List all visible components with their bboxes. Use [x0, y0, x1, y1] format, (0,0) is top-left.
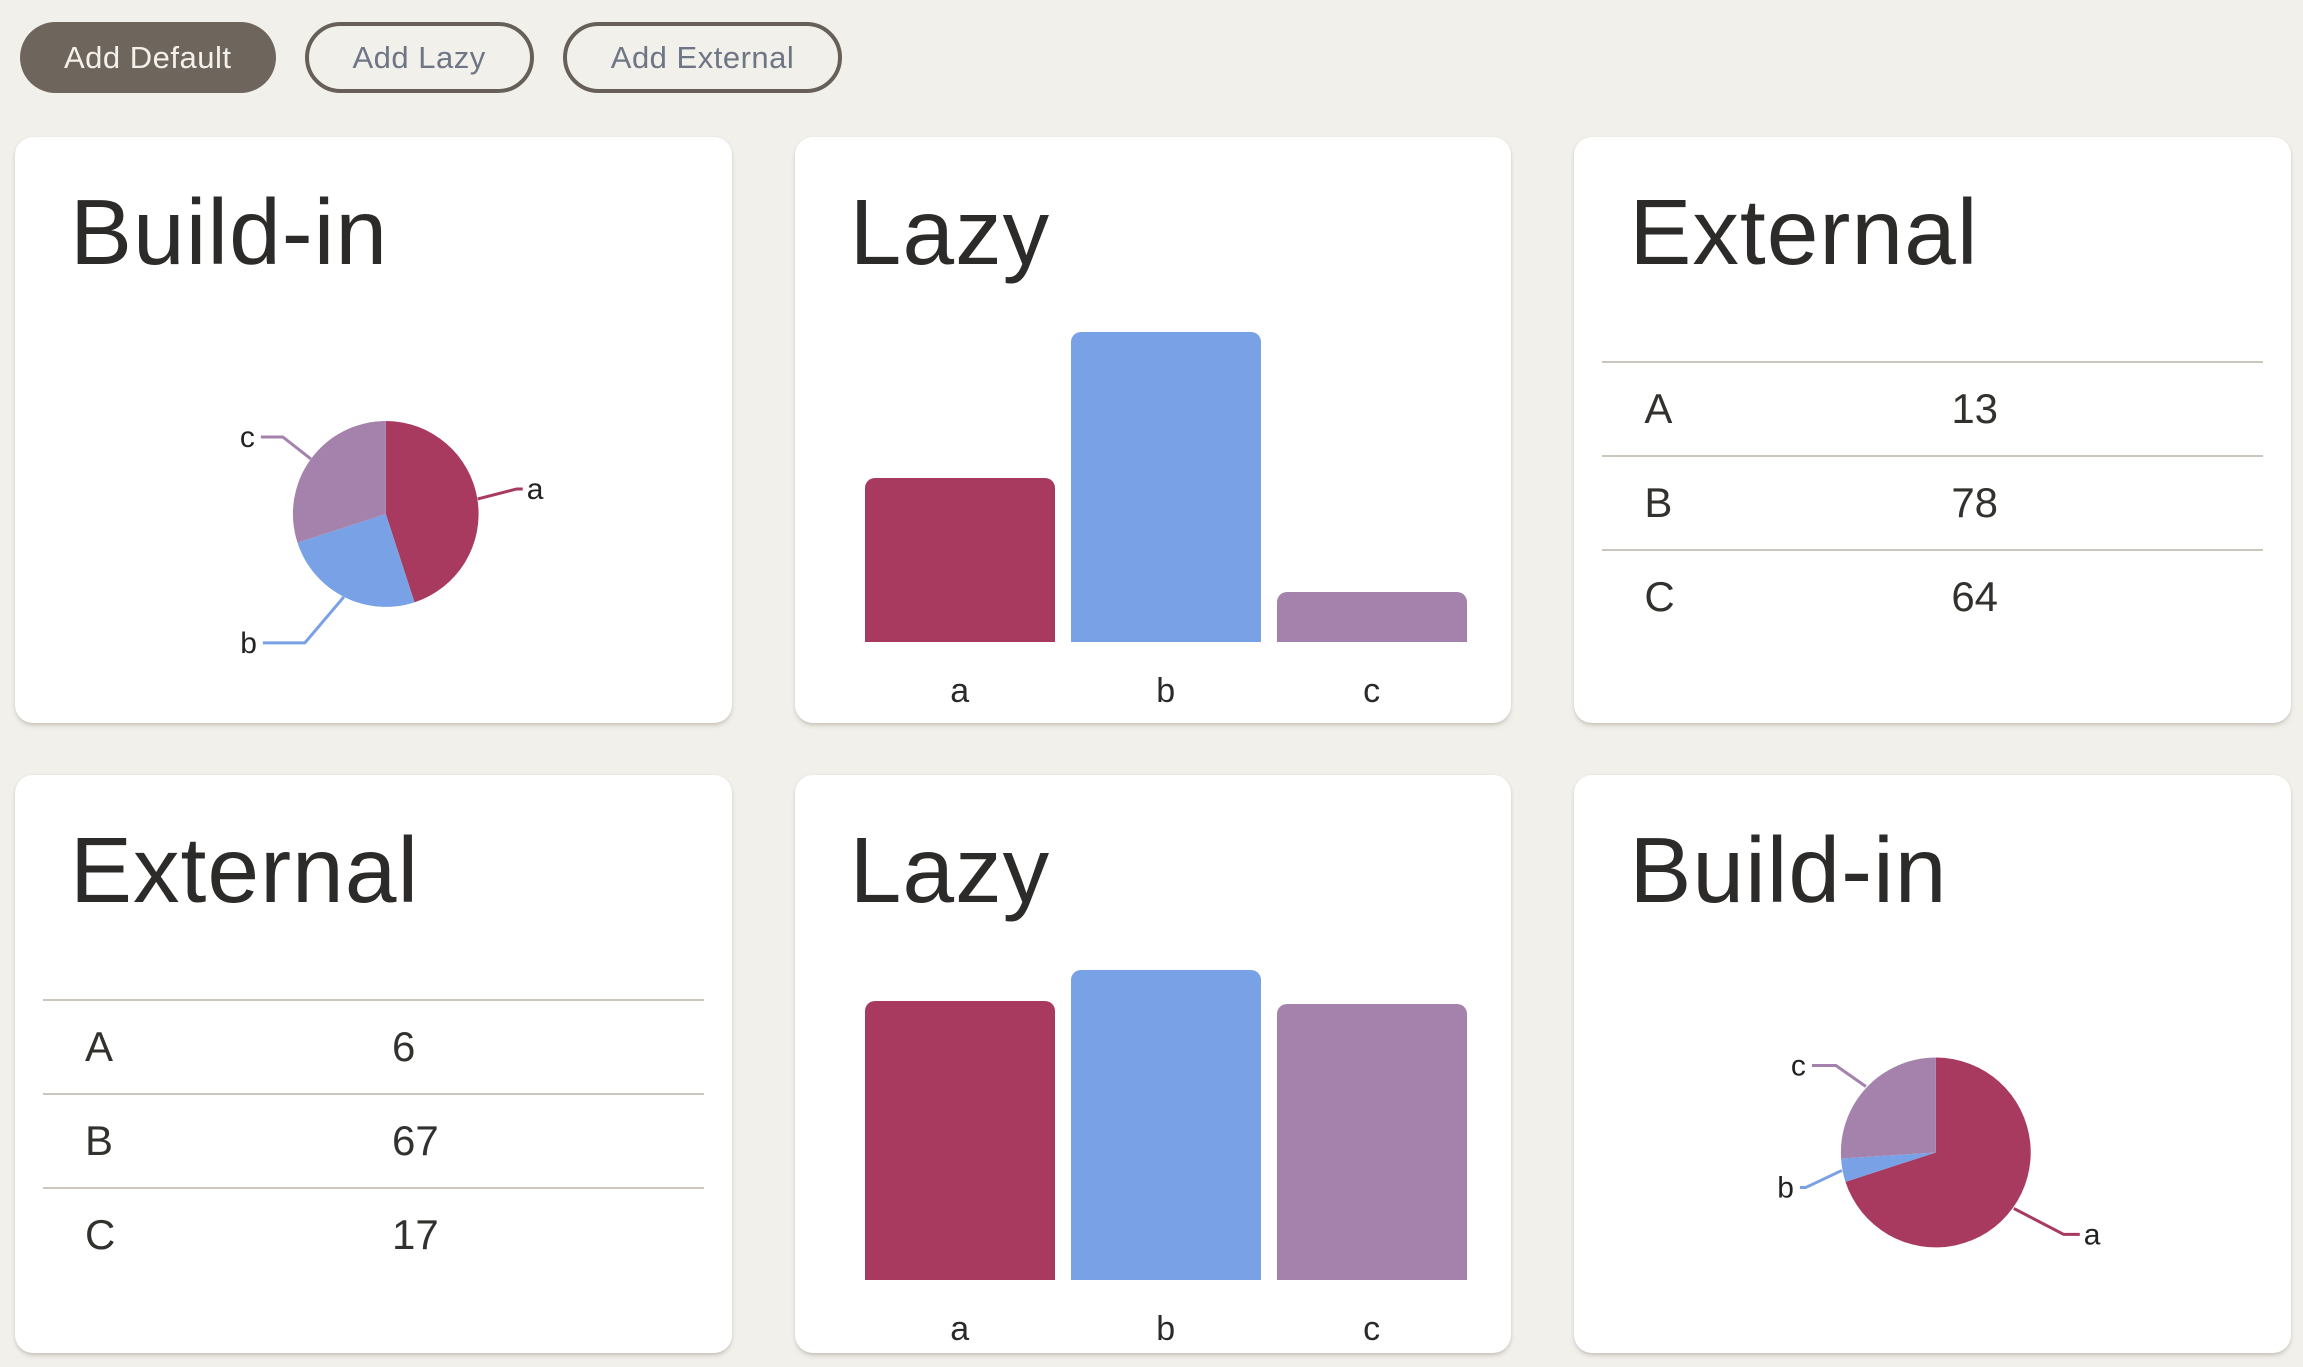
table-row-value: 6: [392, 1023, 416, 1070]
add-lazy-button[interactable]: Add Lazy: [304, 22, 534, 93]
bar-chart: a b c: [795, 775, 1512, 1353]
pie-leader-line-a: [2013, 1207, 2081, 1236]
table-row-B: B 67: [43, 1093, 704, 1187]
bar-a: [864, 478, 1055, 642]
pie-label-a: a: [2084, 1218, 2101, 1251]
card-lazy-2: Lazy a b c: [794, 775, 1512, 1353]
card-build-in-2: Build-in a b c: [1574, 775, 2291, 1353]
table-row-value: 78: [1951, 479, 1999, 526]
card-title: Lazy: [849, 818, 1051, 922]
pie-label-b: b: [240, 627, 257, 660]
table-row-label: A: [85, 1023, 114, 1070]
toolbar: Add Default Add Lazy Add External: [0, 0, 2303, 93]
add-external-button[interactable]: Add External: [562, 22, 843, 93]
table-row-value: 67: [392, 1117, 439, 1164]
pie-slice-b: [1841, 1152, 1937, 1182]
pie-label-b: b: [1778, 1171, 1795, 1204]
table-row-value: 13: [1951, 385, 1999, 432]
card-title: External: [70, 818, 420, 922]
pie-slice-c: [292, 421, 386, 543]
bar-c: [1276, 592, 1467, 642]
data-table: A 13 B 78 C 64: [1602, 361, 2263, 643]
card-lazy-1: Lazy a b c: [794, 137, 1512, 723]
table-row-C: C 17: [43, 1187, 704, 1281]
bar-series: [864, 332, 1467, 642]
bar-label-b: b: [1156, 1310, 1176, 1348]
pie-slice-a: [1845, 1057, 2032, 1248]
table-row-label: C: [85, 1211, 116, 1258]
bar-series: [864, 970, 1467, 1280]
table-row-A: A 13: [1602, 361, 2263, 455]
bar-label-c: c: [1363, 672, 1381, 710]
table-row-label: C: [1644, 573, 1675, 620]
pie-leader-line-c: [1812, 1063, 1868, 1088]
pie-leader-line-c: [260, 435, 312, 461]
card-title: External: [1629, 180, 1979, 284]
bar-label-a: a: [950, 1310, 970, 1348]
card-title: Build-in: [1629, 818, 1948, 922]
add-default-button[interactable]: Add Default: [20, 22, 276, 93]
bar-label-c: c: [1363, 1310, 1381, 1348]
card-build-in-1: Build-in a b c: [15, 137, 732, 723]
bar-label-a: a: [950, 672, 970, 710]
pie-leader-line-b: [1800, 1169, 1843, 1189]
bar-b: [1070, 970, 1261, 1280]
pie-chart: a b c: [1778, 1049, 2102, 1251]
card-title: Build-in: [70, 180, 389, 284]
bar-b: [1070, 332, 1261, 642]
bar-category-labels: a b c: [865, 1310, 1467, 1349]
pie-slice-b: [297, 513, 415, 607]
data-table: A 6 B 67 C 17: [43, 999, 704, 1281]
card-external-2: External A 6 B 67 C 17: [15, 775, 732, 1353]
card-external-1: External A 13 B 78 C 64: [1574, 137, 2291, 723]
bar-a: [864, 1001, 1055, 1280]
bar-c: [1276, 1004, 1467, 1280]
pie-slice-c: [1841, 1057, 1937, 1159]
bar-label-b: b: [1156, 672, 1176, 710]
pie-label-a: a: [527, 473, 544, 506]
pie-label-c: c: [1791, 1049, 1806, 1082]
pie-leader-line-a: [477, 487, 523, 501]
pie-leader-line-b: [262, 595, 345, 645]
table-row-C: C 64: [1602, 549, 2263, 643]
bar-category-labels: a b c: [865, 672, 1467, 711]
cards-grid: Build-in a b c Lazy a b c External A 13 B 78 C 64…: [15, 137, 2291, 1353]
table-row-label: B: [1644, 479, 1673, 526]
table-row-value: 64: [1951, 573, 1999, 620]
pie-slice-a: [385, 421, 479, 603]
card-title: Lazy: [849, 180, 1051, 284]
table-row-value: 17: [392, 1211, 439, 1258]
pie-label-c: c: [240, 421, 255, 454]
table-row-label: B: [85, 1117, 114, 1164]
table-row-label: A: [1644, 385, 1673, 432]
bar-chart: a b c: [795, 137, 1512, 723]
pie-chart: a b c: [240, 421, 544, 660]
table-row-B: B 78: [1602, 455, 2263, 549]
